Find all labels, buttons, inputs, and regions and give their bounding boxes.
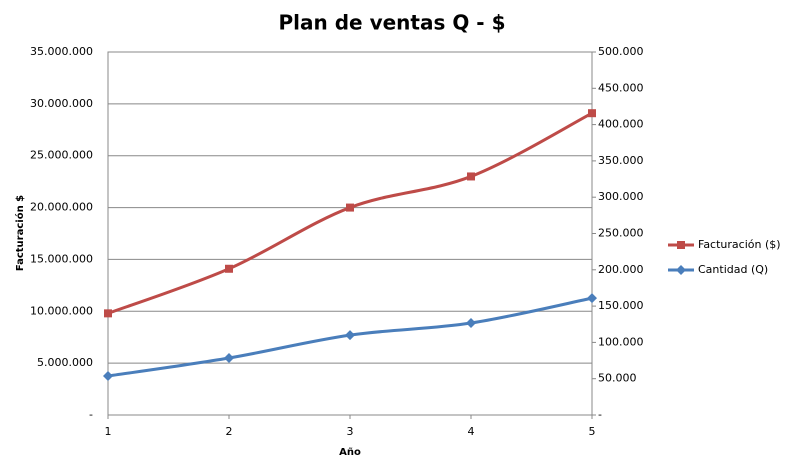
marker bbox=[103, 371, 113, 382]
legend-label: Cantidad (Q) bbox=[698, 263, 768, 276]
y2-tick-label: 300.000 bbox=[598, 190, 644, 203]
y-tick-label: - bbox=[89, 408, 93, 421]
x-axis-label: Año bbox=[339, 447, 361, 458]
legend-marker bbox=[677, 241, 685, 249]
y2-tick-label: 400.000 bbox=[598, 118, 644, 131]
marker bbox=[104, 309, 112, 318]
y2-tick-label: 500.000 bbox=[598, 45, 644, 58]
marker bbox=[467, 172, 475, 181]
y2-tick-label: 450.000 bbox=[598, 81, 644, 94]
chart-title: Plan de ventas Q - $ bbox=[279, 11, 506, 35]
y-tick-label: 10.000.000 bbox=[30, 304, 93, 317]
x-tick-label: 2 bbox=[226, 425, 233, 438]
y2-tick-label: - bbox=[598, 408, 602, 421]
y-tick-label: 20.000.000 bbox=[30, 201, 93, 214]
marker bbox=[466, 318, 476, 329]
plot-area bbox=[107, 51, 593, 416]
marker bbox=[346, 203, 354, 212]
y-tick-label: 30.000.000 bbox=[30, 97, 93, 110]
y-tick-label: 35.000.000 bbox=[30, 45, 93, 58]
y-tick-label: 5.000.000 bbox=[37, 356, 93, 369]
y2-tick-label: 150.000 bbox=[598, 299, 644, 312]
y-tick-label: 15.000.000 bbox=[30, 252, 93, 265]
y2-tick-label: 100.000 bbox=[598, 335, 644, 348]
marker bbox=[588, 109, 596, 118]
marker bbox=[224, 353, 234, 364]
x-tick-label: 5 bbox=[589, 425, 596, 438]
x-tick-label: 1 bbox=[105, 425, 112, 438]
marker bbox=[587, 293, 597, 304]
x-tick-label: 4 bbox=[468, 425, 475, 438]
y2-tick-label: 50.000 bbox=[598, 372, 637, 385]
y2-tick-label: 250.000 bbox=[598, 227, 644, 240]
x-tick-label: 3 bbox=[347, 425, 354, 438]
marker bbox=[225, 264, 233, 273]
legend-marker bbox=[676, 265, 686, 275]
y2-tick-label: 350.000 bbox=[598, 154, 644, 167]
y-tick-label: 25.000.000 bbox=[30, 149, 93, 162]
y-axis-label: Facturación $ bbox=[14, 195, 26, 271]
series-line bbox=[107, 111, 593, 315]
y2-tick-label: 200.000 bbox=[598, 263, 644, 276]
marker bbox=[345, 330, 355, 341]
legend-label: Facturación ($) bbox=[698, 238, 781, 251]
